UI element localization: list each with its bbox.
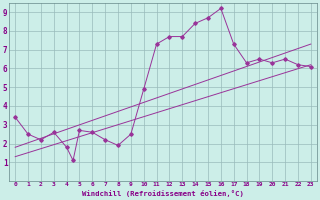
X-axis label: Windchill (Refroidissement éolien,°C): Windchill (Refroidissement éolien,°C) xyxy=(82,190,244,197)
